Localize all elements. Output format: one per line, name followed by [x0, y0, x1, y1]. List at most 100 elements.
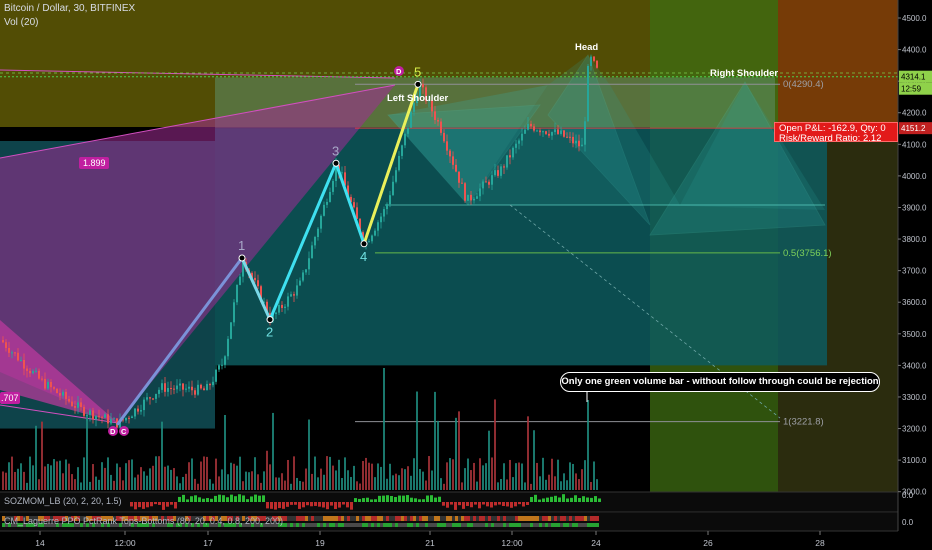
laguerre-top-band [305, 516, 308, 521]
sozmom-bar [462, 502, 465, 509]
volume-bar [254, 457, 256, 490]
sozmom-bar [522, 502, 525, 507]
volume-bar [275, 477, 277, 490]
sozmom-bar [194, 495, 197, 502]
laguerre-bottom-band [305, 523, 308, 527]
candle-body [65, 391, 67, 399]
hs-left-shoulder-area [388, 85, 548, 205]
sozmom-bar [294, 502, 297, 505]
volume-bar [359, 483, 361, 490]
volume-bar [8, 462, 10, 490]
laguerre-bottom-band [569, 523, 572, 527]
volume-bar [59, 460, 61, 490]
sozmom-bar [358, 498, 361, 502]
volume-bar [410, 475, 412, 490]
sozmom-bar [190, 496, 193, 502]
laguerre-bottom-band [398, 523, 401, 527]
candle-body [242, 262, 244, 277]
candle-body [263, 301, 265, 303]
candle-body [434, 111, 436, 121]
laguerre-top-band [491, 516, 494, 521]
candle-body [314, 237, 316, 246]
volume-bar [35, 425, 37, 490]
volume-bar [548, 474, 550, 490]
laguerre-top-band [137, 516, 140, 521]
sozmom-bar [290, 502, 293, 505]
price-tick-label-3: 4200.0 [902, 109, 927, 118]
laguerre-top-band [200, 516, 203, 521]
candle-body [398, 155, 400, 171]
hs-projection-1 [547, 54, 651, 226]
candle-body [395, 170, 397, 182]
volume-bar [56, 461, 58, 490]
candle-body [482, 181, 484, 189]
candle-body [488, 181, 490, 185]
candle-body [56, 388, 58, 394]
candle-body [392, 181, 394, 196]
sozmom-bar [334, 502, 337, 510]
volume-bar [437, 420, 439, 490]
laguerre-bottom-band [593, 523, 596, 527]
laguerre-bottom-band [449, 523, 452, 527]
laguerre-top-band [428, 516, 431, 521]
laguerre-top-band [344, 516, 347, 521]
candle-body [527, 123, 529, 130]
candles-group [2, 54, 598, 432]
candle-body [107, 414, 109, 424]
volume-bar [533, 430, 535, 490]
laguerre-top-band [62, 516, 65, 521]
laguerre-bottom-band [335, 523, 338, 527]
candle-body [272, 314, 274, 322]
laguerre-top-band [11, 516, 14, 521]
laguerre-bottom-band [125, 523, 128, 527]
volume-bar [473, 462, 475, 490]
volume-bar [128, 460, 130, 490]
volume-bar [47, 463, 49, 490]
sozmom-bar [286, 502, 289, 507]
candle-body [557, 129, 559, 134]
candle-body [548, 133, 550, 136]
volume-bar [293, 456, 295, 490]
laguerre-top-band [302, 516, 305, 521]
laguerre-bottom-band [506, 523, 509, 527]
wave-point-1 [238, 254, 246, 262]
laguerre-bottom-band [68, 523, 71, 527]
volume-bar [584, 460, 586, 490]
laguerre-top-band [59, 516, 62, 521]
laguerre-top-band [551, 516, 554, 521]
laguerre-bottom-band [155, 523, 158, 527]
sozmom-bar [318, 502, 321, 507]
volume-bar [53, 459, 55, 490]
volume-bar [20, 463, 22, 490]
laguerre-top-band [284, 516, 287, 521]
laguerre-top-band [35, 516, 38, 521]
candle-body [596, 60, 598, 68]
volume-bar [371, 463, 373, 490]
position-pnl-box[interactable]: Open P&L: -162.9, Qty: 0 Risk/Reward Rat… [774, 122, 898, 142]
price-tick-label-1: 4400.0 [902, 46, 927, 55]
time-tick-label-5: 12:00 [501, 538, 523, 548]
laguerre-top-band [590, 516, 593, 521]
candle-body [317, 228, 319, 238]
candle-body [356, 207, 358, 219]
laguerre-top-band [155, 516, 158, 521]
volume-bar [365, 457, 367, 490]
volume-bar [86, 415, 88, 490]
laguerre-bottom-band [170, 523, 173, 527]
ratio-left-bg [79, 157, 109, 169]
laguerre-top-band [248, 516, 251, 521]
laguerre-top-band [542, 516, 545, 521]
candle-body [110, 419, 112, 424]
sozmom-bar [410, 497, 413, 502]
laguerre-top-band [182, 516, 185, 521]
laguerre-top-band [152, 516, 155, 521]
candle-body [122, 419, 124, 421]
laguerre-top-band [272, 516, 275, 521]
candle-body [449, 150, 451, 157]
candle-body [59, 393, 61, 396]
candle-body [350, 196, 352, 203]
laguerre-top-band [350, 516, 353, 521]
candle-body [236, 284, 238, 303]
candle-body [311, 245, 313, 259]
